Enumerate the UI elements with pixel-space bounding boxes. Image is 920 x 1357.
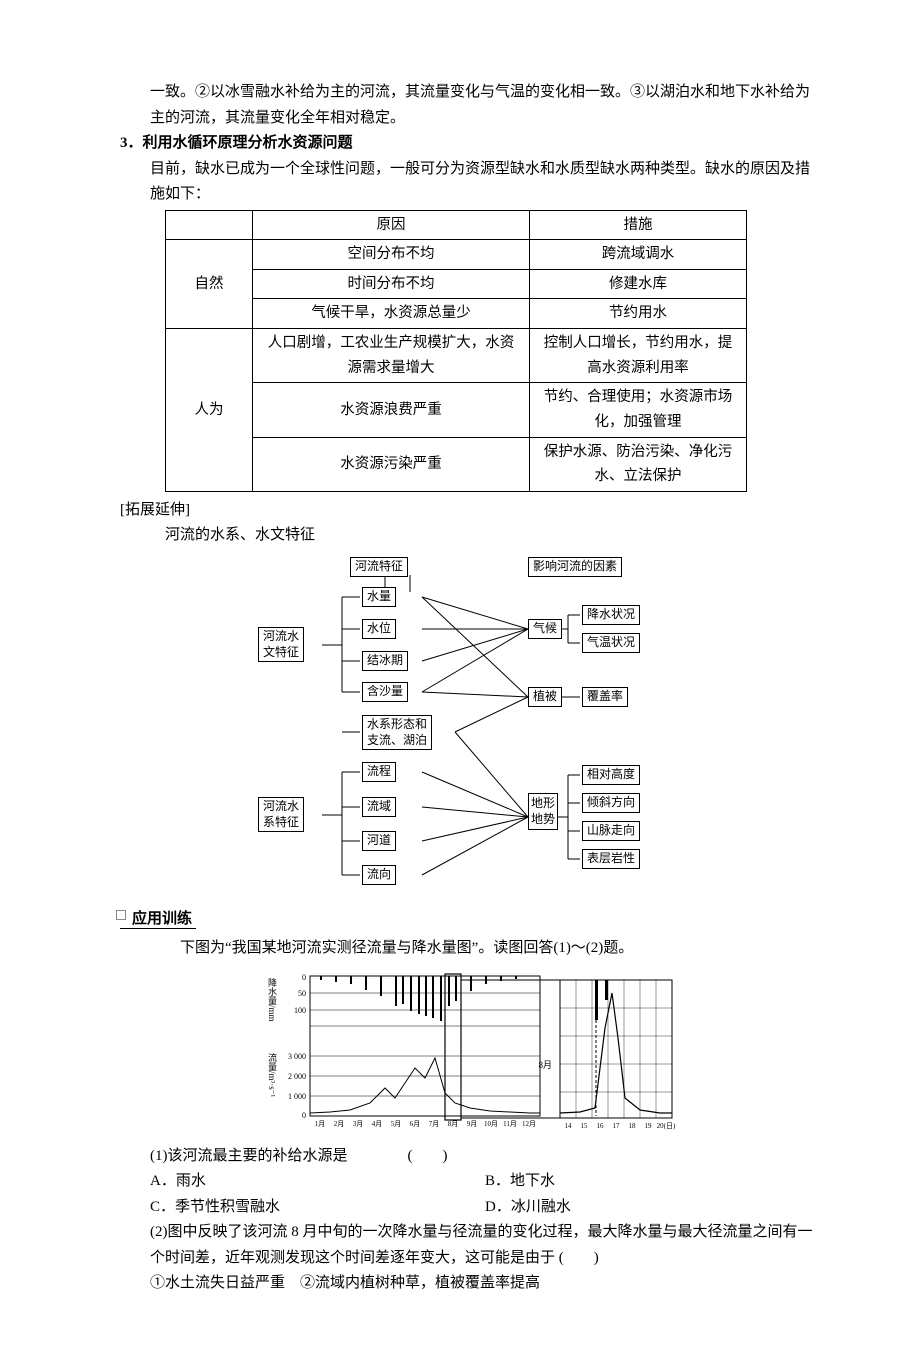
fbox: 倾斜方向 [582, 793, 640, 813]
svg-text:14: 14 [565, 1122, 573, 1130]
cell: 时间分布不均 [253, 269, 530, 299]
practice-title: 应用训练 [120, 911, 196, 929]
row-natural: 自然 [166, 240, 253, 329]
t: 水系形态和支流、湖泊 [367, 717, 427, 747]
fbox: 气温状况 [582, 633, 640, 653]
svg-text:流量/m³·s⁻¹: 流量/m³·s⁻¹ [267, 1052, 277, 1098]
svg-text:17: 17 [613, 1122, 621, 1130]
fbox: 水位 [362, 619, 396, 639]
svg-text:2 000: 2 000 [288, 1072, 306, 1081]
th-cause: 原因 [253, 210, 530, 240]
fbox-mid: 水系形态和支流、湖泊 [362, 715, 432, 750]
cell: 节约、合理使用；水资源市场化，加强管理 [530, 383, 747, 437]
row-human: 人为 [166, 329, 253, 492]
svg-text:6月: 6月 [410, 1120, 421, 1128]
cell: 修建水库 [530, 269, 747, 299]
fbox-leftB: 河流水系特征 [258, 797, 304, 832]
water-shortage-table: 原因 措施 自然 空间分布不均 跨流域调水 时间分布不均修建水库 气候干旱，水资… [165, 210, 747, 492]
th-blank [166, 210, 253, 240]
sec3-number: 3． [120, 135, 143, 151]
t: 河流水文特征 [263, 629, 299, 659]
svg-text:100: 100 [294, 1006, 306, 1015]
q2: (2)图中反映了该河流 8 月中旬的一次降水量与径流量的变化过程，最大降水量与最… [150, 1220, 820, 1271]
q1: (1)该河流最主要的补给水源是 ( ) [150, 1144, 820, 1170]
svg-text:5月: 5月 [391, 1120, 402, 1128]
svg-text:7月: 7月 [429, 1120, 440, 1128]
chart-svg: 0 50 100 3 000 2 000 1 000 0 降水量/mm 流量/m… [260, 968, 680, 1138]
fbox-r1: 气候 [528, 619, 562, 639]
runoff-precip-chart: 0 50 100 3 000 2 000 1 000 0 降水量/mm 流量/m… [260, 968, 680, 1138]
q1-a: A．雨水 [150, 1169, 485, 1195]
fbox: 水量 [362, 587, 396, 607]
fbox: 流向 [362, 865, 396, 885]
svg-text:1月: 1月 [315, 1120, 326, 1128]
t: 地形地势 [531, 796, 555, 826]
cell: 气候干旱，水资源总量少 [253, 299, 530, 329]
q2-opts: ①水土流失日益严重 ②流域内植树种草，植被覆盖率提高 [150, 1271, 820, 1297]
cell: 人口剧增，工农业生产规模扩大，水资源需求量增大 [253, 329, 530, 383]
cell: 节约用水 [530, 299, 747, 329]
fbox-top1: 河流特征 [350, 557, 408, 577]
intro-text: 一致。②以冰雪融水补给为主的河流，其流量变化与气温的变化相一致。③以湖泊水和地下… [150, 80, 820, 131]
river-feature-flowchart: 河流特征 影响河流的因素 河流水文特征 河流水系特征 水量 水位 结冰期 含沙量… [250, 557, 690, 897]
fbox: 含沙量 [362, 682, 408, 702]
q1-choices: A．雨水 B．地下水 C．季节性积雪融水 D．冰川融水 [150, 1169, 820, 1220]
fbox-r3: 地形地势 [528, 793, 558, 830]
svg-text:12月: 12月 [522, 1120, 536, 1128]
extension-tag: [拓展延伸] [120, 498, 820, 524]
fbox: 河道 [362, 831, 396, 851]
svg-text:20(日): 20(日) [657, 1122, 676, 1130]
svg-text:11月: 11月 [503, 1120, 517, 1128]
fbox: 表层岩性 [582, 849, 640, 869]
fbox: 覆盖率 [582, 687, 628, 707]
svg-text:1 000: 1 000 [288, 1092, 306, 1101]
fbox-r2: 植被 [528, 687, 562, 707]
q1-c: C．季节性积雪融水 [150, 1195, 485, 1221]
svg-text:3月: 3月 [353, 1120, 364, 1128]
sec3-para: 目前，缺水已成为一个全球性问题，一般可分为资源型缺水和水质型缺水两种类型。缺水的… [120, 157, 820, 208]
svg-text:3 000: 3 000 [288, 1052, 306, 1061]
th-measure: 措施 [530, 210, 747, 240]
cell: 水资源浪费严重 [253, 383, 530, 437]
svg-text:8月: 8月 [538, 1060, 552, 1070]
cell: 水资源污染严重 [253, 437, 530, 491]
svg-text:2月: 2月 [334, 1120, 345, 1128]
sec3-p1: 目前，缺水已成为一个全球性问题，一般可分为资源型缺水和水质型缺水两种类型。缺水的… [150, 157, 820, 208]
fbox: 流程 [362, 762, 396, 782]
practice-intro: 下图为“我国某地河流实测径流量与降水量图”。读图回答(1)～(2)题。 [150, 936, 820, 962]
fbox: 结冰期 [362, 651, 408, 671]
practice-heading: 应用训练 [120, 907, 820, 933]
q1-b: B．地下水 [485, 1169, 820, 1195]
svg-text:50: 50 [298, 989, 306, 998]
svg-text:0: 0 [302, 1111, 306, 1120]
fbox-leftA: 河流水文特征 [258, 627, 304, 662]
fbox-top2: 影响河流的因素 [528, 557, 622, 577]
fbox: 相对高度 [582, 765, 640, 785]
sec3-title: 利用水循环原理分析水资源问题 [143, 135, 353, 151]
section-3: 3．利用水循环原理分析水资源问题 [150, 131, 820, 157]
svg-text:0: 0 [302, 973, 306, 982]
extension-para: 河流的水系、水文特征 [120, 523, 820, 549]
svg-text:降水量/mm: 降水量/mm [267, 977, 277, 1022]
svg-text:10月: 10月 [484, 1120, 498, 1128]
svg-text:9月: 9月 [467, 1120, 478, 1128]
svg-text:15: 15 [581, 1122, 589, 1130]
q1-d: D．冰川融水 [485, 1195, 820, 1221]
fbox: 山脉走向 [582, 821, 640, 841]
intro-continuation: 一致。②以冰雪融水补给为主的河流，其流量变化与气温的变化相一致。③以湖泊水和地下… [120, 80, 820, 131]
cell: 保护水源、防治污染、净化污水、立法保护 [530, 437, 747, 491]
svg-text:18: 18 [629, 1122, 637, 1130]
fbox: 降水状况 [582, 605, 640, 625]
cell: 控制人口增长，节约用水，提高水资源利用率 [530, 329, 747, 383]
svg-text:19: 19 [645, 1122, 653, 1130]
svg-text:8月: 8月 [448, 1120, 459, 1128]
svg-text:16: 16 [597, 1122, 605, 1130]
svg-text:4月: 4月 [372, 1120, 383, 1128]
cell: 跨流域调水 [530, 240, 747, 270]
fbox: 流域 [362, 797, 396, 817]
cell: 空间分布不均 [253, 240, 530, 270]
heading-marker-icon [116, 910, 126, 920]
t: 河流水系特征 [263, 799, 299, 829]
